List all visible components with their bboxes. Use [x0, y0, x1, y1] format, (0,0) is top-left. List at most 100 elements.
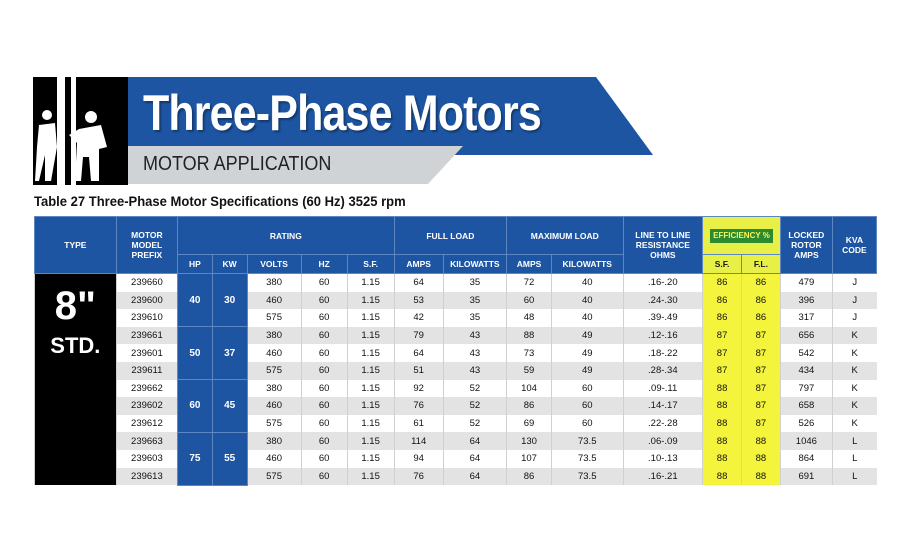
table-row: 8" STD. 239660 40 30 380 60 1.15 64 35 72 40.16-.20…	[34, 272, 877, 486]
header-hz: HZ	[300, 254, 348, 274]
hz-cell: 60	[300, 344, 348, 362]
sf-cell: 1.15	[346, 397, 395, 415]
ml-kw-cell: 73.5	[550, 432, 623, 450]
hz-cell: 60	[300, 291, 348, 310]
hp-cell: 60	[177, 379, 213, 433]
header-ml-kilowatts: KILOWATTS	[550, 254, 624, 274]
kw-cell: 30	[211, 272, 248, 328]
model-cell: 239610	[115, 309, 178, 327]
model-cell: 239600	[115, 291, 178, 310]
banner: Three-Phase Motors MOTOR APPLICATION	[33, 77, 653, 187]
hp-cell: 40	[177, 272, 213, 328]
fl-kw-cell: 43	[442, 361, 507, 380]
fl-amps-cell: 76	[393, 397, 444, 415]
fl-kw-cell: 52	[442, 379, 507, 398]
ml-kw-cell: 60	[550, 414, 623, 433]
hz-cell: 60	[300, 467, 348, 486]
fl-amps-cell: 42	[393, 309, 444, 327]
table-row: 239663 75 55 380 60 1.15 114 64 130 73.5.06-.09 88…	[35, 431, 877, 486]
hz-cell: 60	[300, 397, 348, 415]
hz-cell: 60	[300, 361, 348, 380]
ml-amps-cell: 104	[506, 379, 552, 398]
kw-cell: 55	[211, 431, 248, 486]
header-ml-amps: AMPS	[506, 254, 552, 274]
model-cell: 239663	[115, 432, 178, 450]
table-row: 239602 460 60 1.15 76 52 86 60.14-.17 88 87 658 K	[35, 397, 877, 415]
table-row: 239610 575 60 1.15 42 35 48 40.39-.49 86 86 317 J	[35, 309, 877, 327]
hz-cell: 60	[300, 273, 348, 292]
model-cell: 239611	[115, 361, 178, 380]
eff-fl-cell: 87	[741, 379, 781, 398]
hp-cell: 75	[177, 431, 213, 486]
hz-cell: 60	[300, 432, 348, 450]
ml-kw-cell: 49	[550, 344, 623, 362]
locked-rotor-cell: 1046	[779, 432, 833, 450]
ml-amps-cell: 69	[506, 414, 552, 433]
sf-cell: 1.15	[346, 326, 395, 345]
table-row: 239600 460 60 1.15 53 35 60 40.24-.30 86 86 396 J	[35, 291, 877, 310]
ml-amps-cell: 73	[506, 344, 552, 362]
page-subtitle: MOTOR APPLICATION	[143, 153, 332, 175]
table-body: 8" STD. 239660 40 30 380 60 1.15 64 35 72 40.16-.20…	[34, 272, 877, 486]
motor-spec-table: TYPE MOTOR MODEL PREFIX RATING FULL LOAD…	[34, 216, 878, 486]
eff-sf-cell: 87	[702, 361, 742, 380]
kva-cell: J	[831, 309, 877, 327]
table-row: 239603 460 60 1.15 94 64 107 73.5.10-.13 88 88 864…	[35, 449, 877, 468]
kva-cell: L	[831, 467, 877, 486]
table-row: 239661 50 37 380 60 1.15 79 43 88 49.12-.16 87 87 65…	[35, 326, 877, 381]
kva-cell: L	[831, 449, 877, 468]
header-kw: KW	[211, 254, 248, 274]
fl-kw-cell: 52	[442, 397, 507, 415]
sf-cell: 1.15	[346, 361, 395, 380]
header-model-prefix: MOTOR MODEL PREFIX	[115, 216, 179, 274]
eff-fl-cell: 86	[741, 309, 781, 327]
volts-cell: 380	[246, 326, 302, 345]
fl-amps-cell: 51	[393, 361, 444, 380]
model-cell: 239601	[115, 344, 178, 362]
volts-cell: 460	[246, 291, 302, 310]
ml-kw-cell: 73.5	[550, 449, 623, 468]
model-cell: 239660	[115, 273, 178, 292]
model-cell: 239661	[115, 326, 178, 345]
resistance-cell: .16-.20	[622, 273, 703, 292]
efficiency-label: EFFICIENCY %	[710, 228, 773, 243]
resistance-cell: .28-.34	[622, 361, 703, 380]
eff-fl-cell: 87	[741, 414, 781, 433]
locked-rotor-cell: 691	[779, 467, 833, 486]
header-efficiency: EFFICIENCY %	[702, 216, 781, 255]
model-cell: 239613	[115, 467, 178, 486]
resistance-cell: .18-.22	[622, 344, 703, 362]
hz-cell: 60	[300, 379, 348, 398]
kva-cell: K	[831, 414, 877, 433]
type-size: 8"	[54, 284, 96, 328]
type-std: STD.	[50, 333, 101, 358]
hz-cell: 60	[300, 326, 348, 345]
sf-cell: 1.15	[346, 309, 395, 327]
sf-cell: 1.15	[346, 467, 395, 486]
header-hp: HP	[177, 254, 213, 274]
kw-cell: 37	[211, 326, 248, 381]
fl-amps-cell: 76	[393, 467, 444, 486]
header-fl-amps: AMPS	[393, 254, 444, 274]
ml-kw-cell: 49	[550, 361, 623, 380]
resistance-cell: .06-.09	[622, 432, 703, 450]
header-eff-fl: F.L.	[741, 254, 781, 274]
header-kva-code: KVA CODE	[831, 216, 878, 274]
kva-cell: K	[831, 397, 877, 415]
volts-cell: 575	[246, 309, 302, 327]
volts-cell: 460	[246, 397, 302, 415]
locked-rotor-cell: 317	[779, 309, 833, 327]
locked-rotor-cell: 396	[779, 291, 833, 310]
model-cell: 239662	[115, 379, 178, 398]
fl-kw-cell: 35	[442, 273, 507, 292]
fl-amps-cell: 61	[393, 414, 444, 433]
type-cell: 8" STD.	[34, 273, 117, 486]
eff-fl-cell: 87	[741, 361, 781, 380]
sf-cell: 1.15	[346, 379, 395, 398]
ml-amps-cell: 48	[506, 309, 552, 327]
ml-kw-cell: 73.5	[550, 467, 623, 486]
resistance-cell: .39-.49	[622, 309, 703, 327]
volts-cell: 380	[246, 379, 302, 398]
header-locked-rotor: LOCKED ROTOR AMPS	[779, 216, 833, 274]
volts-cell: 575	[246, 414, 302, 433]
